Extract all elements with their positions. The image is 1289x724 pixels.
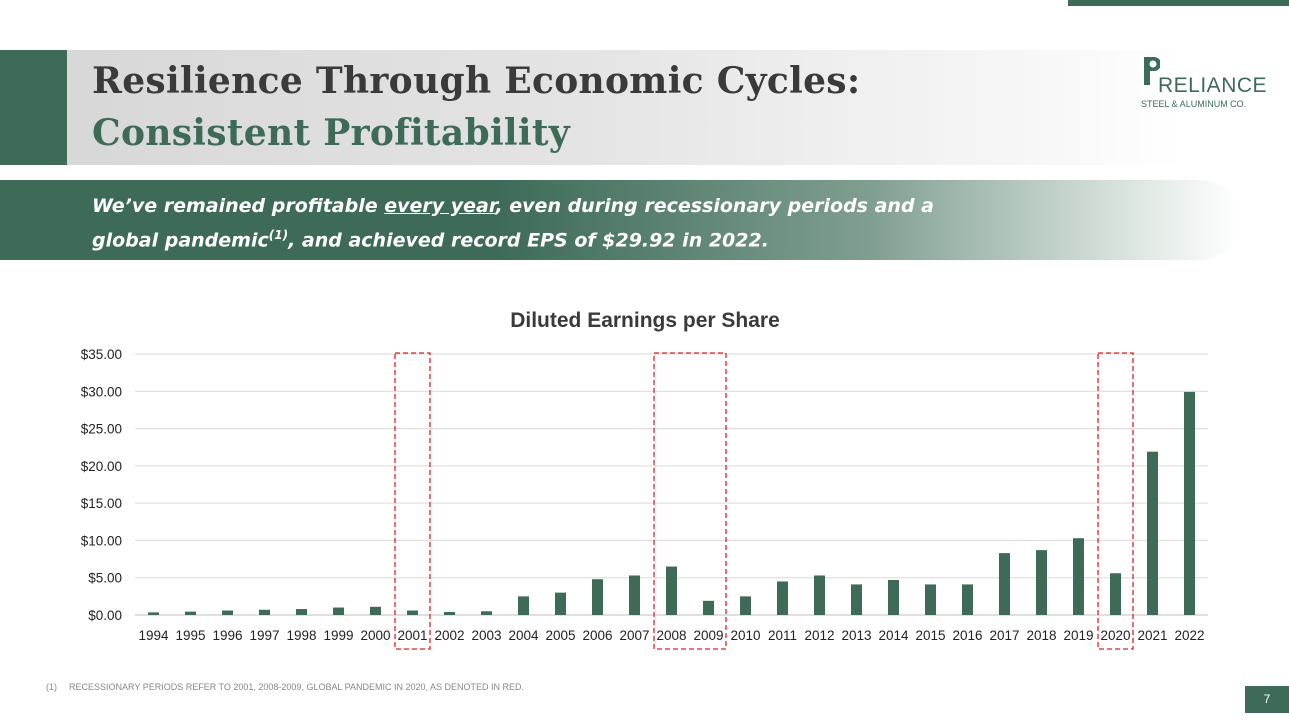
y-tick-label: $15.00 — [81, 496, 122, 511]
bar-2008 — [666, 566, 677, 615]
callout-text: We’ve remained profitable every year, ev… — [92, 192, 992, 255]
x-tick-label: 2009 — [693, 628, 723, 643]
chart-x-axis: 1994 1995 1996 1997 1998 1999 2000 2001 2002 2003… — [138, 628, 1204, 643]
footnote-text: RECESSIONARY PERIODS REFER TO 2001, 2008… — [69, 682, 525, 692]
x-tick-label: 2008 — [656, 628, 686, 643]
x-tick-label: 1994 — [138, 628, 169, 643]
footnote: (1) RECESSIONARY PERIODS REFER TO 2001, 2… — [46, 682, 524, 692]
bar-2016 — [962, 584, 973, 615]
x-tick-label: 2002 — [434, 628, 464, 643]
x-tick-label: 2001 — [397, 628, 427, 643]
bar-1998 — [296, 609, 307, 615]
recession-highlight-box — [1097, 352, 1134, 650]
bar-2000 — [370, 606, 381, 615]
title-accent-block — [0, 50, 67, 165]
logo-wordmark: RELIANCE — [1158, 74, 1268, 97]
logo-mark-icon — [1144, 57, 1160, 85]
bar-2017 — [999, 553, 1010, 615]
top-accent-bar — [1068, 0, 1289, 6]
chart-bars — [148, 391, 1195, 615]
company-logo: RELIANCE STEEL & ALUMINUM CO. — [1140, 55, 1270, 115]
bar-2010 — [740, 596, 751, 615]
bar-2009 — [703, 600, 714, 615]
callout-banner — [0, 180, 1240, 260]
bar-2003 — [481, 611, 492, 615]
callout-text-part3: , and achieved record EPS of $29.92 in 2… — [288, 229, 769, 252]
bar-2006 — [592, 579, 603, 615]
recession-highlight-box — [653, 352, 727, 650]
chart-title: Diluted Earnings per Share — [510, 309, 780, 332]
logo-subtitle: STEEL & ALUMINUM CO. — [1141, 99, 1247, 109]
chart-y-axis: $0.00 $5.00 $10.00 $15.00 $20.00 $25.00 $30.00… — [81, 347, 122, 623]
x-tick-label: 2003 — [471, 628, 501, 643]
bar-2019 — [1073, 538, 1084, 615]
x-tick-label: 1998 — [286, 628, 316, 643]
bar-2012 — [814, 575, 825, 615]
eps-bar-chart: Diluted Earnings per Share $0.00 $5.00 $10… — [81, 309, 1208, 650]
x-tick-label: 2005 — [545, 628, 575, 643]
x-tick-label: 2014 — [878, 628, 909, 643]
x-tick-label: 2007 — [619, 628, 649, 643]
y-tick-label: $0.00 — [88, 608, 122, 623]
x-tick-label: 1999 — [323, 628, 353, 643]
x-tick-label: 2004 — [508, 628, 539, 643]
x-tick-label: 2021 — [1137, 628, 1167, 643]
y-tick-label: $30.00 — [81, 384, 122, 399]
bar-2020 — [1110, 573, 1121, 615]
x-tick-label: 2010 — [730, 628, 760, 643]
bar-2002 — [444, 612, 455, 615]
title-band — [0, 50, 1289, 165]
bar-2011 — [777, 581, 788, 615]
bar-2005 — [555, 592, 566, 615]
x-tick-label: 1997 — [249, 628, 279, 643]
bar-2007 — [629, 575, 640, 615]
recession-highlight-box — [394, 352, 431, 650]
y-tick-label: $5.00 — [88, 571, 122, 586]
x-tick-label: 2012 — [804, 628, 834, 643]
bar-1994 — [148, 612, 159, 615]
bar-1996 — [222, 610, 233, 615]
bar-2013 — [851, 584, 862, 615]
bar-2015 — [925, 584, 936, 615]
page-subtitle: Consistent Profitability — [92, 112, 571, 154]
y-tick-label: $35.00 — [81, 347, 122, 362]
callout-footnote-ref: (1) — [268, 228, 289, 242]
y-tick-label: $20.00 — [81, 459, 122, 474]
callout-text-part2: , even during recessionary periods and a… — [92, 195, 934, 252]
y-tick-label: $10.00 — [81, 533, 122, 548]
bar-2021 — [1147, 451, 1158, 615]
x-tick-label: 1996 — [212, 628, 242, 643]
footnote-number: (1) — [46, 682, 57, 692]
x-tick-label: 2000 — [360, 628, 390, 643]
bar-2014 — [888, 579, 899, 615]
page-title: Resilience Through Economic Cycles: — [92, 60, 861, 102]
x-tick-label: 2020 — [1100, 628, 1130, 643]
x-tick-label: 2022 — [1174, 628, 1204, 643]
bar-1997 — [259, 609, 270, 615]
x-tick-label: 2013 — [841, 628, 871, 643]
bar-2018 — [1036, 550, 1047, 615]
bar-2001 — [407, 610, 418, 615]
x-tick-label: 2017 — [989, 628, 1019, 643]
page-number: 7 — [1245, 686, 1289, 713]
x-tick-label: 2006 — [582, 628, 612, 643]
y-tick-label: $25.00 — [81, 422, 122, 437]
bar-1999 — [333, 607, 344, 615]
chart-recession-boxes — [394, 352, 1134, 650]
x-tick-label: 2019 — [1063, 628, 1093, 643]
x-tick-label: 1995 — [175, 628, 205, 643]
callout-text-underlined: every year — [384, 195, 496, 217]
bar-2004 — [518, 596, 529, 615]
bar-2022 — [1184, 391, 1195, 615]
x-tick-label: 2016 — [952, 628, 982, 643]
callout-text-part1: We’ve remained profitable — [92, 195, 385, 217]
bar-1995 — [185, 611, 196, 615]
x-tick-label: 2018 — [1026, 628, 1056, 643]
x-tick-label: 2015 — [915, 628, 945, 643]
x-tick-label: 2011 — [768, 628, 797, 643]
